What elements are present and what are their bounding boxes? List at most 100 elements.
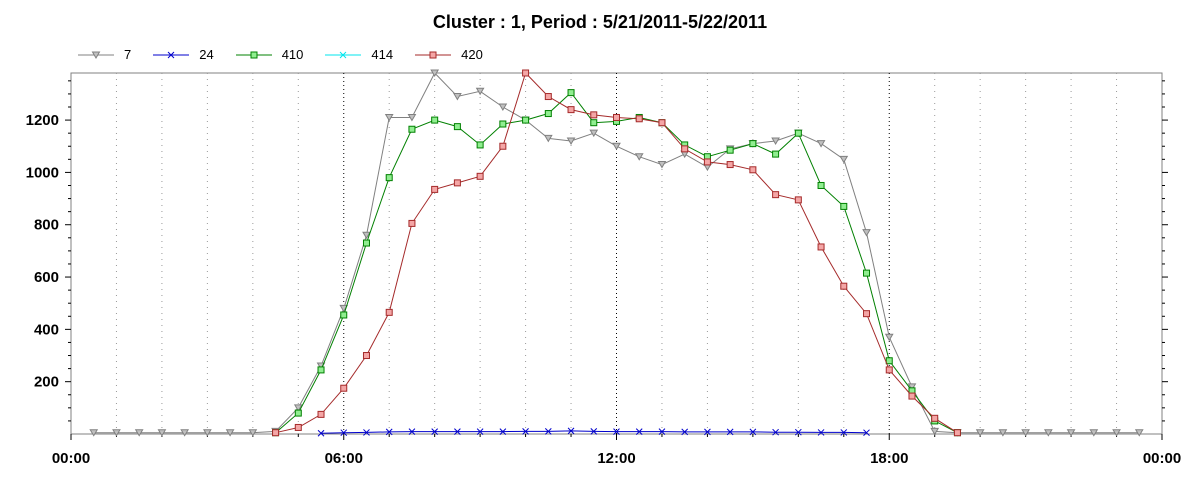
data-point-7 [134, 429, 144, 437]
x-tick-label: 00:00 [52, 450, 90, 467]
data-point-24 [840, 429, 848, 436]
legend-label: 7 [124, 47, 132, 62]
data-point-7 [407, 113, 417, 122]
data-point-420 [840, 282, 848, 290]
data-point-24 [167, 51, 175, 58]
legend-label: 414 [371, 47, 394, 62]
data-point-7 [634, 153, 644, 161]
x-tick-label: 12:00 [597, 450, 635, 467]
data-point-7 [91, 51, 101, 59]
data-point-420 [317, 410, 325, 418]
legend-swatch-24 [153, 51, 190, 58]
legend-swatch-414 [325, 51, 362, 58]
legend-label: 24 [199, 47, 214, 62]
y-tick-label: 1000 [26, 164, 59, 181]
data-point-410 [544, 110, 552, 118]
data-point-24 [476, 428, 484, 435]
legend-label: 410 [281, 47, 304, 62]
data-point-7 [907, 383, 917, 391]
data-point-24 [681, 428, 689, 436]
data-point-410 [453, 123, 461, 131]
data-point-24 [431, 428, 439, 435]
data-point-24 [794, 428, 802, 436]
data-point-7 [248, 429, 258, 437]
y-tick-label: 600 [34, 269, 59, 286]
data-point-420 [681, 145, 689, 153]
data-point-420 [362, 352, 370, 360]
legend-swatch-7 [78, 51, 114, 59]
data-point-410 [431, 116, 439, 124]
data-point-420 [726, 161, 734, 169]
data-point-420 [499, 142, 507, 150]
data-point-410 [294, 409, 302, 417]
data-point-420 [794, 196, 802, 204]
data-point-420 [635, 115, 643, 123]
data-point-7 [362, 231, 371, 240]
data-point-7 [839, 155, 849, 164]
data-point-410 [476, 141, 484, 149]
data-point-410 [499, 120, 507, 128]
data-point-24 [590, 428, 598, 435]
data-point-410 [317, 366, 325, 374]
data-point-24 [817, 429, 825, 436]
data-point-410 [385, 174, 393, 182]
data-point-420 [931, 414, 939, 422]
data-point-410 [840, 202, 848, 210]
data-point-7 [1021, 429, 1030, 437]
data-point-420 [294, 423, 302, 431]
legend-label: 420 [461, 47, 483, 62]
legend-swatch-420 [415, 51, 452, 58]
data-point-410 [749, 140, 757, 148]
legend-item-7: 7 [78, 47, 131, 62]
data-point-24 [317, 429, 325, 437]
data-point-7 [1043, 429, 1053, 437]
data-point-7 [862, 229, 871, 237]
data-point-24 [544, 428, 552, 435]
y-tick-label: 400 [34, 321, 59, 338]
data-point-7 [498, 103, 508, 111]
data-point-7 [203, 429, 212, 437]
data-point-7 [180, 429, 190, 437]
data-point-7 [612, 142, 621, 151]
legend-item-420: 420 [415, 47, 483, 62]
data-point-7 [657, 161, 667, 169]
x-tick-label: 00:00 [1143, 450, 1181, 467]
data-point-420 [885, 366, 893, 374]
data-point-7 [884, 333, 894, 342]
data-point-410 [863, 269, 871, 277]
data-point-7 [453, 93, 462, 101]
data-point-420 [772, 191, 780, 199]
data-point-7 [1112, 429, 1121, 437]
data-point-410 [340, 311, 348, 319]
y-tick-label: 200 [34, 374, 59, 391]
legend-item-24: 24 [153, 47, 214, 62]
data-point-420 [749, 166, 757, 174]
data-point-7 [225, 429, 235, 437]
data-point-24 [772, 428, 779, 436]
data-point-420 [658, 119, 666, 127]
x-tick-label: 18:00 [870, 450, 908, 467]
data-point-24 [454, 428, 461, 435]
data-point-410 [885, 357, 893, 365]
data-point-414 [340, 51, 347, 58]
data-point-7 [975, 429, 985, 437]
data-point-7 [157, 429, 167, 437]
data-point-7 [1066, 429, 1076, 437]
data-point-410 [522, 116, 530, 124]
data-point-420 [953, 429, 961, 437]
data-point-24 [704, 428, 711, 436]
data-point-420 [429, 51, 437, 58]
data-point-420 [908, 392, 916, 400]
legend-item-410: 410 [235, 47, 304, 62]
data-point-7 [543, 134, 553, 143]
data-point-24 [863, 429, 870, 437]
data-point-7 [998, 429, 1008, 437]
data-point-420 [476, 172, 484, 180]
data-point-420 [272, 429, 280, 437]
data-point-420 [385, 308, 393, 316]
data-point-24 [635, 428, 643, 435]
data-point-7 [1089, 429, 1099, 437]
data-point-7 [430, 69, 440, 77]
data-point-410 [567, 89, 575, 97]
chart-title: Cluster : 1, Period : 5/21/2011-5/22/201… [432, 12, 768, 32]
